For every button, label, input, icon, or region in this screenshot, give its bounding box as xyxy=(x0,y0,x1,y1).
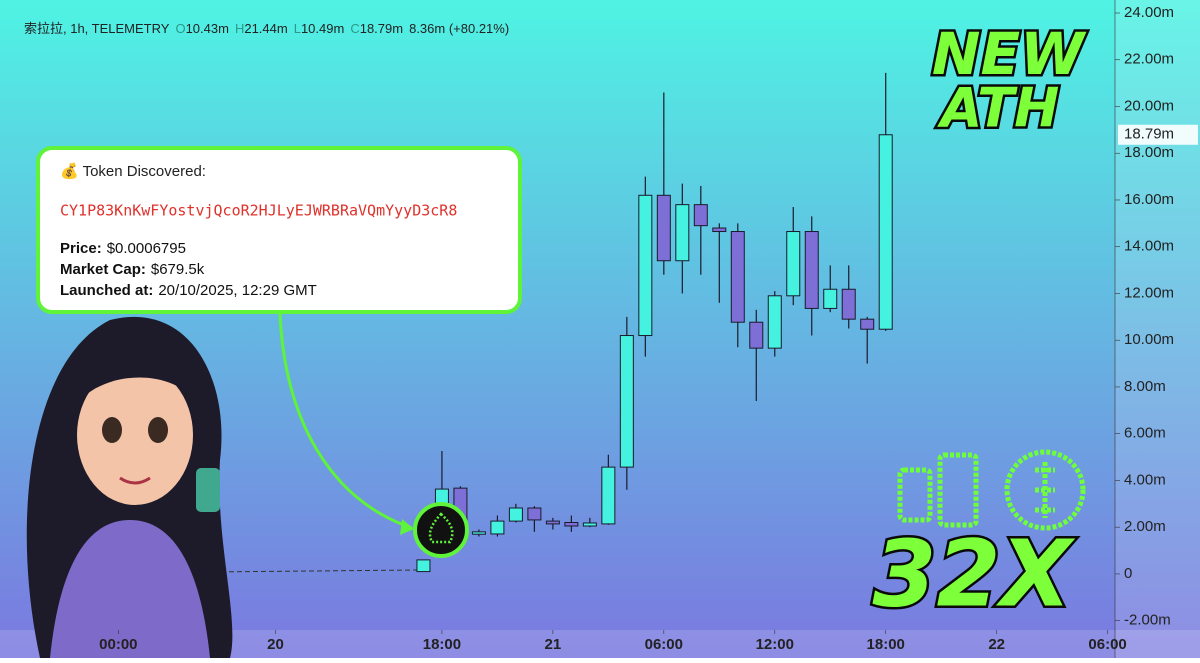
candle-body xyxy=(878,134,893,330)
headline: NEW xyxy=(932,20,1087,88)
y-tick-label: 0 xyxy=(1124,565,1132,582)
field: Price: $0.0006795 xyxy=(60,240,186,257)
y-tick-label: 12.00m xyxy=(1124,284,1174,301)
candle-body xyxy=(545,520,560,525)
plot-area xyxy=(416,72,893,573)
y-tick-label: -2.00m xyxy=(1124,612,1171,629)
x-tick-label: 06:00 xyxy=(1088,636,1126,653)
price-tag xyxy=(1118,124,1198,145)
candle-body xyxy=(656,194,671,262)
candle-body xyxy=(712,227,727,233)
box xyxy=(36,146,522,314)
candle-body xyxy=(490,520,505,535)
ohlc-key: H xyxy=(235,21,244,36)
field-value: 20/10/2025, 12:29 GMT xyxy=(158,282,316,299)
ohlc-value: 10.49m xyxy=(301,21,344,36)
candle-body xyxy=(619,335,634,468)
header-row: 索拉拉, 1h, TELEMETRY O10.43m H21.44m L10.49m C… xyxy=(24,21,509,36)
ohlc-value: 18.79m xyxy=(360,21,403,36)
x-tick-label: 18:00 xyxy=(867,636,905,653)
candle-body xyxy=(508,507,523,522)
symbol: 索拉拉, 1h, TELEMETRY xyxy=(24,21,170,36)
candle-body xyxy=(582,522,597,527)
y-tick-label: 10.00m xyxy=(1124,331,1174,348)
x-tick-label: 18:00 xyxy=(423,636,461,653)
y-tick-label: 20.00m xyxy=(1124,97,1174,114)
y-tick-label: 8.00m xyxy=(1124,378,1166,395)
y-tick-label: 24.00m xyxy=(1124,4,1174,21)
field: Market Cap: $679.5k xyxy=(60,261,205,278)
candle-body xyxy=(804,231,819,309)
pointer-head xyxy=(400,519,414,535)
ohlc-key: C xyxy=(350,21,359,36)
candle-body xyxy=(841,288,856,320)
ohlc-key: L xyxy=(294,21,301,36)
pre-launch-line xyxy=(204,569,419,573)
candle-body xyxy=(749,321,764,349)
candle-body xyxy=(823,288,838,309)
candle-body xyxy=(786,231,801,297)
ohlc-value: 21.44m xyxy=(244,21,287,36)
field-label: Price: xyxy=(60,240,102,257)
field-value: $0.0006795 xyxy=(107,240,186,257)
candle-body xyxy=(693,204,708,227)
field-label: Launched at: xyxy=(60,282,153,299)
ohlc-key: O xyxy=(175,21,185,36)
candle-body xyxy=(675,204,690,262)
x-tick-label: 12:00 xyxy=(756,636,794,653)
candle-body xyxy=(638,194,653,337)
x-tick-label: 22 xyxy=(988,636,1005,653)
field-label: Market Cap: xyxy=(60,261,146,278)
address: CY1P83KnKwFYostvjQcoR2HJLyEJWRBRaVQmYyyD… xyxy=(60,202,457,220)
pixel-icons xyxy=(897,449,1086,531)
candle-body xyxy=(601,466,616,525)
candle-body xyxy=(471,531,486,535)
change: 8.36m (+80.21%) xyxy=(409,21,509,36)
character xyxy=(26,316,233,658)
pointer xyxy=(278,313,413,530)
x-tick-label: 00:00 xyxy=(99,636,137,653)
flame xyxy=(428,512,454,544)
y-tick-label: 6.00m xyxy=(1124,425,1166,442)
ohlc-value: 10.43m xyxy=(186,21,229,36)
candle-body xyxy=(730,231,745,323)
box-title: 💰 Token Discovered: xyxy=(60,162,206,180)
x-tick-label: 21 xyxy=(545,636,562,653)
launch-icon xyxy=(413,502,469,558)
multiplier: 32X xyxy=(873,520,1076,627)
candle-body xyxy=(860,318,875,330)
candle-body xyxy=(527,507,542,521)
y-tick-label: 14.00m xyxy=(1124,238,1174,255)
y-tick-label: 18.00m xyxy=(1124,144,1174,161)
y-tick-label: 22.00m xyxy=(1124,51,1174,68)
candle-body xyxy=(564,522,579,527)
field: Launched at: 20/10/2025, 12:29 GMT xyxy=(60,282,317,299)
field-value: $679.5k xyxy=(151,261,205,278)
y-tick-label: 4.00m xyxy=(1124,471,1166,488)
y-axis-panel xyxy=(1115,0,1200,658)
x-tick-label: 20 xyxy=(267,636,284,653)
y-tick-label: 16.00m xyxy=(1124,191,1174,208)
candle-body xyxy=(767,295,782,349)
token-box: 💰 Token Discovered: CY1P83KnKwFYostvjQco… xyxy=(36,146,522,314)
price-tag-label: 18.79m xyxy=(1124,126,1174,143)
header: 索拉拉, 1h, TELEMETRY O10.43m H21.44m L10.49m C… xyxy=(24,21,509,36)
x-tick-label: 06:00 xyxy=(645,636,683,653)
headline: ATH xyxy=(937,77,1060,140)
candle-body xyxy=(416,559,431,573)
y-tick-label: 2.00m xyxy=(1124,518,1166,535)
